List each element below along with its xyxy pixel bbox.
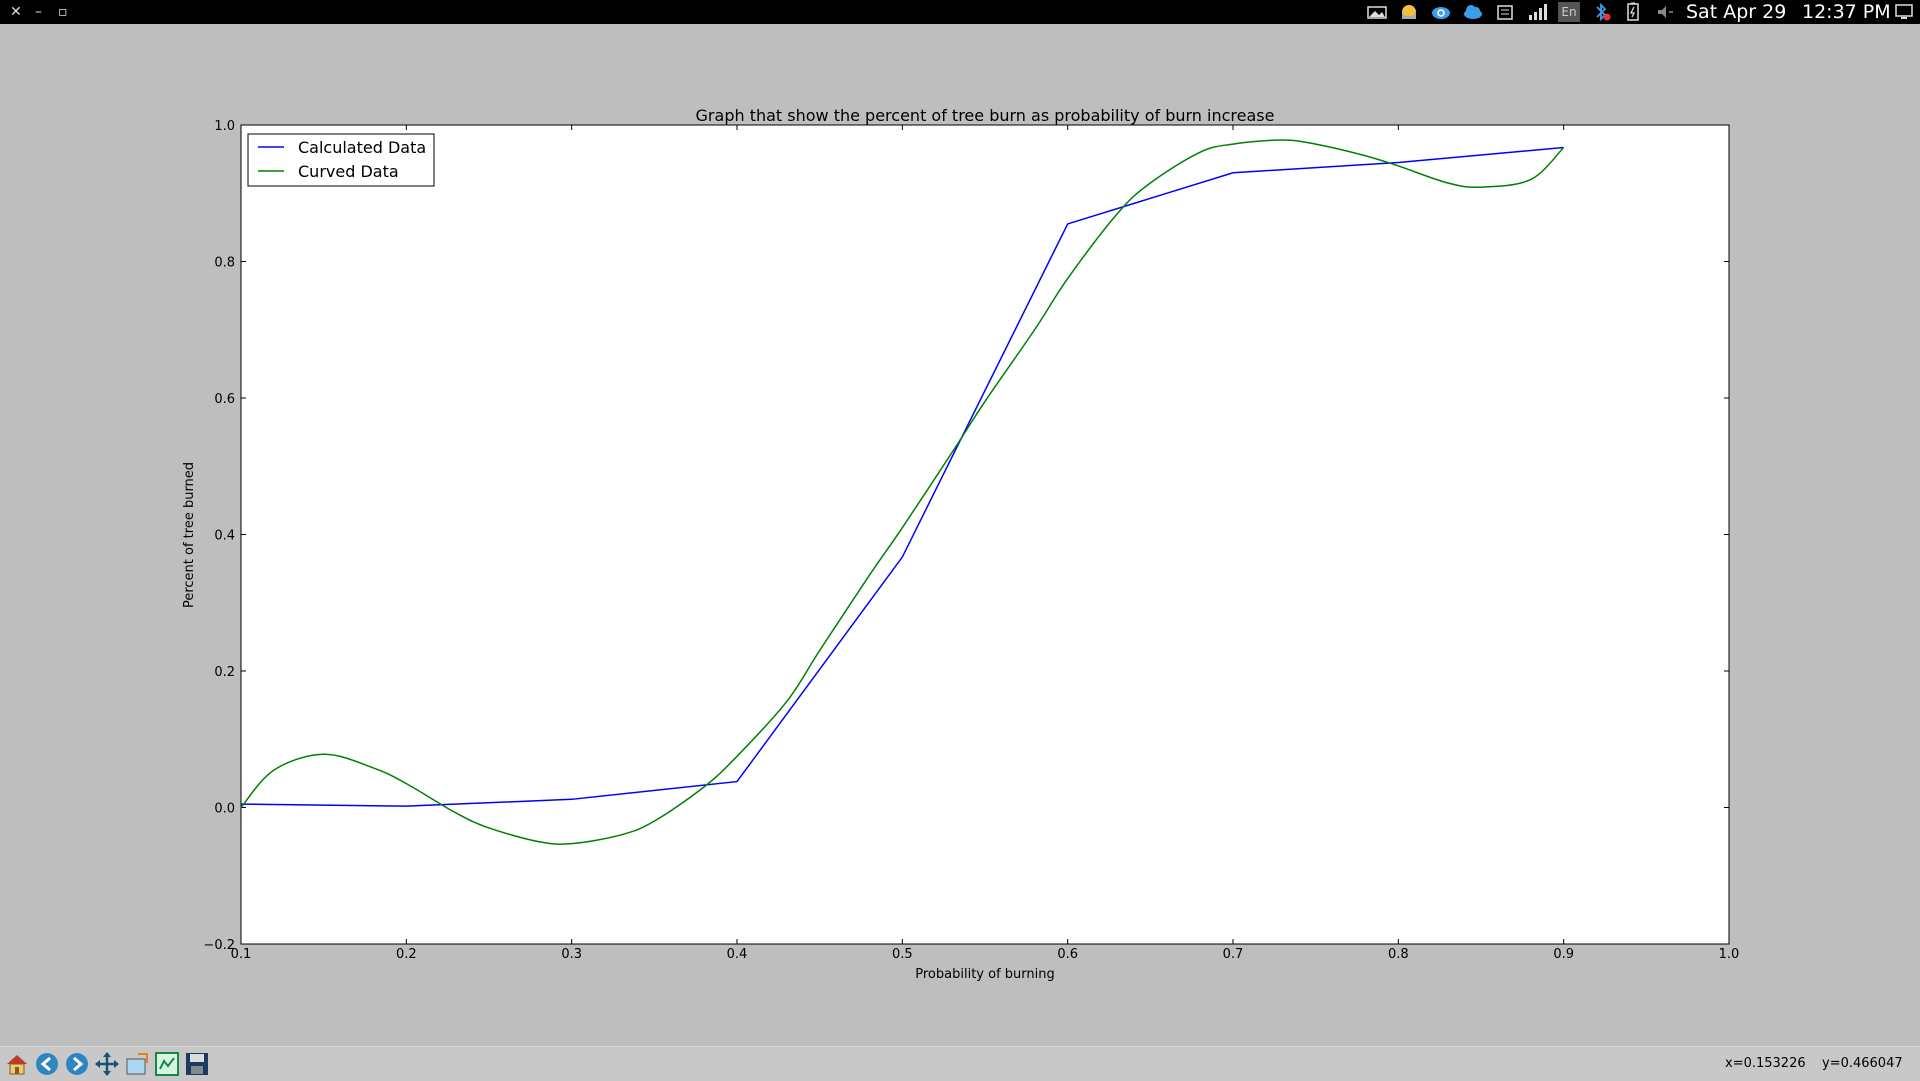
y-tick-label: 0.0 xyxy=(214,802,235,817)
maximize-window-button[interactable]: ▫ xyxy=(58,4,68,20)
close-window-button[interactable]: ✕ xyxy=(10,4,22,20)
clipboard-icon[interactable] xyxy=(1494,2,1516,22)
save-icon[interactable] xyxy=(184,1051,210,1077)
x-axis-label: Probability of burning xyxy=(915,967,1054,982)
pan-icon[interactable] xyxy=(94,1051,120,1077)
cursor-y-readout: y=0.466047 xyxy=(1822,1056,1903,1071)
keyboard-layout-icon[interactable]: En xyxy=(1558,2,1580,22)
y-tick-label: 0.6 xyxy=(214,392,235,407)
x-tick-label: 0.1 xyxy=(231,947,252,962)
x-tick-label: 0.3 xyxy=(561,947,582,962)
legend-label-calculated: Calculated Data xyxy=(298,138,426,157)
display-icon[interactable] xyxy=(1894,2,1916,22)
y-tick-label: 0.8 xyxy=(214,256,235,271)
x-tick-label: 0.6 xyxy=(1057,947,1078,962)
y-tick-label: 0.2 xyxy=(214,665,235,680)
legend-label-curved: Curved Data xyxy=(298,162,399,181)
zoom-rect-icon[interactable] xyxy=(124,1051,150,1077)
time-display[interactable]: 12:37 PM xyxy=(1802,1,1891,23)
configure-subplots-icon[interactable] xyxy=(154,1051,180,1077)
plot-axes[interactable] xyxy=(240,124,1730,945)
x-tick-label: 0.5 xyxy=(892,947,913,962)
home-icon[interactable] xyxy=(4,1051,30,1077)
x-tick-label: 0.7 xyxy=(1223,947,1244,962)
cloud-sync-icon[interactable] xyxy=(1430,2,1452,22)
figure-canvas[interactable]: 0.1 0.2 0.3 0.4 0.5 0.6 0.7 0.8 0.9 1.0 −0.2 0.0 0.2… xyxy=(0,24,1920,1046)
chart-title: Graph that show the percent of tree burn… xyxy=(696,106,1275,125)
y-axis-label: Percent of tree burned xyxy=(182,462,197,608)
back-arrow-icon[interactable] xyxy=(34,1051,60,1077)
y-tick-label: 0.4 xyxy=(214,529,235,544)
legend-box xyxy=(247,133,435,187)
signal-icon[interactable] xyxy=(1526,2,1548,22)
y-tick-label: −0.2 xyxy=(203,938,235,953)
line-chart[interactable]: 0.1 0.2 0.3 0.4 0.5 0.6 0.7 0.8 0.9 1.0 −0.2 0.0 0.2… xyxy=(0,24,1920,1046)
system-top-bar: ✕ – ▫ En Sat Apr 29 12:37 PM xyxy=(0,0,1920,24)
date-display[interactable]: Sat Apr 29 xyxy=(1686,1,1787,23)
x-tick-label: 1.0 xyxy=(1719,947,1740,962)
chart-legend: Calculated Data Curved Data xyxy=(247,133,435,187)
cloud-icon[interactable] xyxy=(1462,2,1484,22)
x-tick-label: 0.4 xyxy=(727,947,748,962)
photos-icon[interactable] xyxy=(1366,2,1388,22)
x-tick-label: 0.9 xyxy=(1553,947,1574,962)
x-tick-label: 0.8 xyxy=(1388,947,1409,962)
forward-arrow-icon[interactable] xyxy=(64,1051,90,1077)
weather-icon[interactable] xyxy=(1398,2,1420,22)
plot-toolbar: x=0.153226 y=0.466047 xyxy=(0,1046,1920,1081)
series-line-calculated[interactable] xyxy=(240,146,1564,807)
volume-icon[interactable] xyxy=(1654,2,1676,22)
battery-icon[interactable] xyxy=(1622,2,1644,22)
y-tick-label: 1.0 xyxy=(214,119,235,134)
bluetooth-icon[interactable] xyxy=(1590,2,1612,22)
cursor-x-readout: x=0.153226 xyxy=(1725,1056,1806,1071)
minimize-window-button[interactable]: – xyxy=(35,4,42,20)
x-tick-label: 0.2 xyxy=(396,947,417,962)
series-line-curved[interactable] xyxy=(240,139,1565,845)
